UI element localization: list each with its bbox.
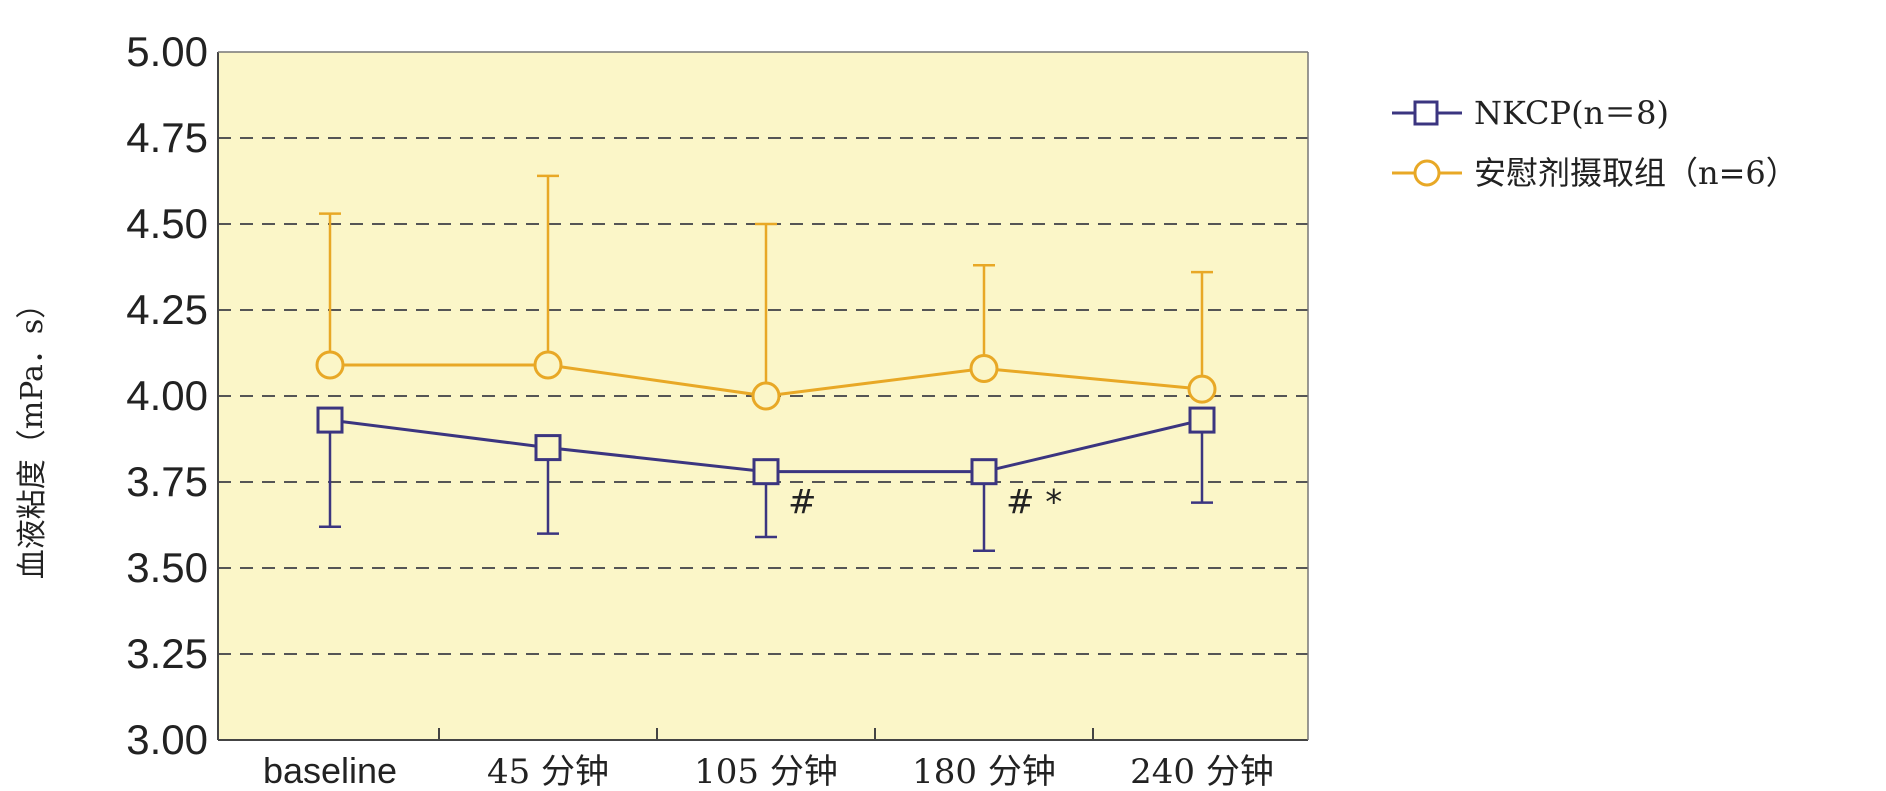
y-tick-label: 4.50 <box>126 200 208 247</box>
data-point-square <box>534 434 562 462</box>
y-tick-label: 3.00 <box>126 716 208 763</box>
data-point-circle <box>969 353 999 383</box>
data-point-square <box>316 406 344 434</box>
x-tick-label: baseline <box>263 750 397 791</box>
legend-label: NKCP(n＝8) <box>1474 94 1669 132</box>
legend-marker-square <box>1413 100 1439 126</box>
x-tick-label: 180 分钟 <box>912 752 1056 791</box>
x-tick-label: 45 分钟 <box>487 752 609 791</box>
y-tick-label: 3.25 <box>126 630 208 677</box>
y-tick-label: 3.50 <box>126 544 208 591</box>
legend-entry: 安慰剂摄取组（n=6） <box>1392 154 1798 192</box>
series-nkcp <box>316 406 1216 553</box>
legend: NKCP(n＝8) 安慰剂摄取组（n=6） <box>1392 94 1798 192</box>
significance-marker: # * <box>1006 483 1062 523</box>
data-point-square <box>1188 406 1216 434</box>
axes: 3.00 3.25 3.50 3.75 4.00 4.25 4.50 4.75 5.00 base… <box>126 28 1309 791</box>
annotations: # # * <box>788 483 1062 523</box>
legend-entry: NKCP(n＝8) <box>1392 94 1669 132</box>
legend-label: 安慰剂摄取组（n=6） <box>1474 154 1798 192</box>
legend-marker-circle <box>1413 159 1441 187</box>
y-axis-label: 血液粘度（mPa．s） <box>15 289 50 580</box>
data-point-circle <box>1187 374 1217 404</box>
grid <box>218 137 1308 655</box>
data-point-square <box>752 458 780 486</box>
x-tick-label: 240 分钟 <box>1130 752 1274 791</box>
y-tick-label: 4.25 <box>126 286 208 333</box>
y-tick-label: 5.00 <box>126 28 208 75</box>
y-tick-label: 4.75 <box>126 114 208 161</box>
series-placebo <box>315 174 1217 411</box>
x-tick-label: 105 分钟 <box>694 752 838 791</box>
data-point-circle <box>315 350 345 380</box>
y-tick-label: 3.75 <box>126 458 208 505</box>
data-point-circle <box>751 381 781 411</box>
data-point-circle <box>533 350 563 380</box>
y-tick-label: 4.00 <box>126 372 208 419</box>
data-point-square <box>970 458 998 486</box>
series-group <box>315 174 1217 553</box>
significance-marker: # <box>788 483 817 523</box>
